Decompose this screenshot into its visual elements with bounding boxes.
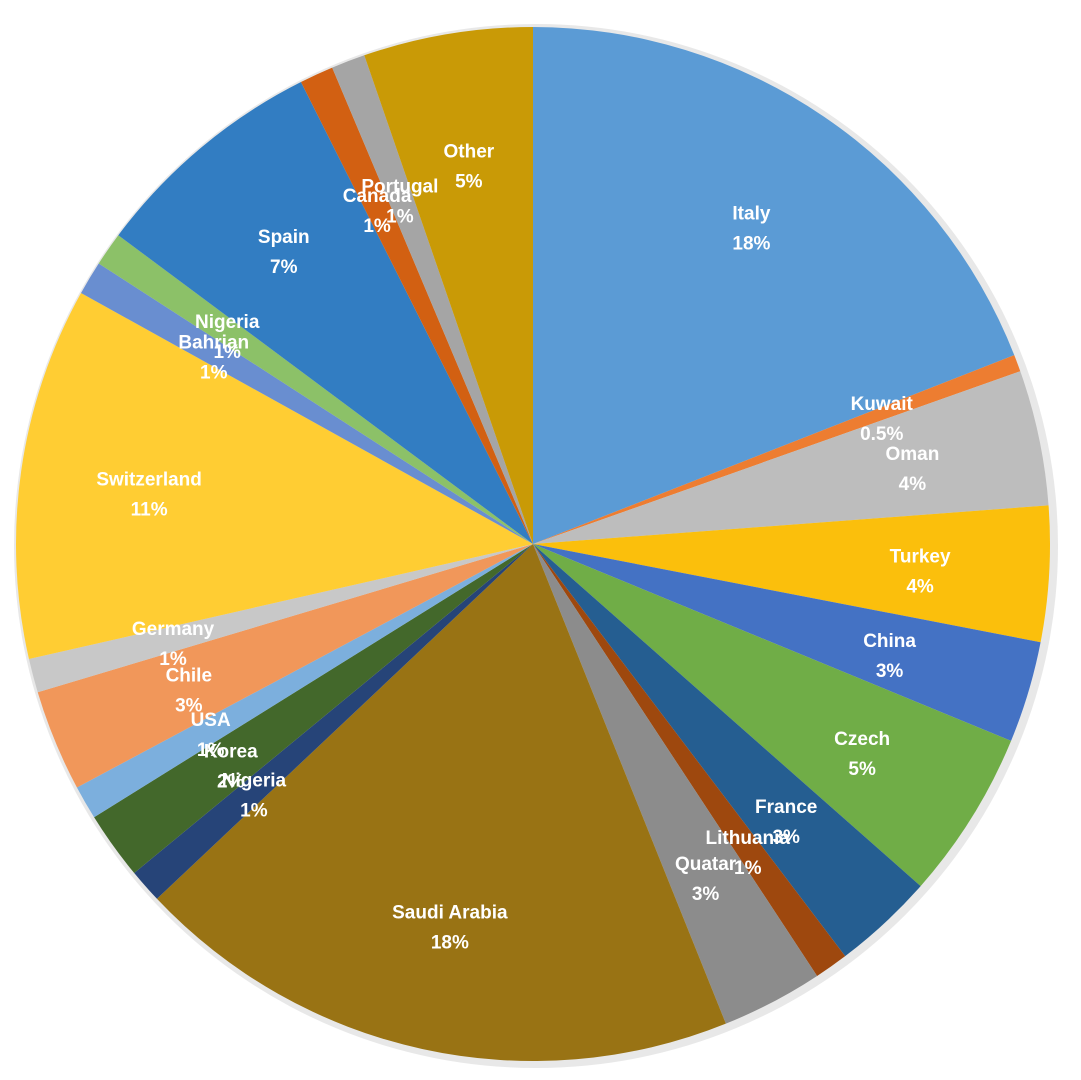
slice-name: Nigeria — [195, 312, 260, 333]
pie-slice-oman-2 — [533, 371, 1049, 544]
pie-slice-chile-13 — [37, 544, 533, 788]
slice-percent: 18% — [431, 933, 469, 954]
slice-label-lithuania-7: Lithuania 1% — [706, 828, 791, 879]
slice-label-turkey-3: Turkey 4% — [890, 547, 951, 598]
slice-name: Czech — [834, 729, 890, 750]
slice-label-nigeria-10: Nigeria 1% — [222, 770, 287, 821]
slice-name: Quatar — [675, 854, 737, 875]
pie-slice-spain-18 — [118, 81, 533, 544]
slice-percent: 11% — [131, 499, 168, 520]
slice-label-kuwait-1: Kuwait 0.5% — [851, 394, 914, 445]
slice-percent: 1% — [734, 858, 762, 879]
slice-percent: 5% — [848, 759, 876, 780]
slice-name: Chile — [166, 666, 212, 687]
pie-slice-kuwait-1 — [533, 355, 1021, 544]
slice-percent: 1% — [200, 363, 228, 384]
slice-percent: 1% — [240, 800, 268, 821]
slice-name: Saudi Arabia — [392, 903, 508, 924]
pie-slice-italy-0 — [533, 27, 1015, 544]
pie-slice-france-6 — [533, 544, 921, 957]
pie-slice-portugal-20 — [332, 55, 533, 545]
slice-label-nigeria-17: Nigeria 1% — [195, 312, 260, 363]
slice-label-saudi-arabia-9: Saudi Arabia 18% — [392, 903, 508, 954]
slice-name: China — [863, 631, 916, 652]
pie-slice-lithuania-7 — [533, 544, 846, 976]
slice-label-spain-18: Spain 7% — [258, 227, 310, 278]
pie-slice-bahrian-16 — [81, 263, 533, 544]
pie-labels: Italy 18%Kuwait 0.5%Oman 4%Turkey 4%China 3%C… — [96, 142, 951, 954]
slice-percent: 1% — [386, 206, 414, 227]
slice-name: Spain — [258, 227, 310, 248]
slice-name: Oman — [885, 444, 939, 465]
slice-name: Turkey — [890, 547, 951, 568]
pie-slice-turkey-3 — [533, 505, 1050, 643]
pie-slice-other-21 — [364, 27, 533, 544]
pie-slice-nigeria-10 — [134, 544, 533, 899]
slice-name: France — [755, 797, 817, 818]
slice-label-quatar-8: Quatar 3% — [675, 854, 737, 905]
slice-name: Italy — [732, 204, 770, 225]
slice-name: Portugal — [361, 176, 438, 197]
slice-label-canada-19: Canada 1% — [343, 186, 412, 237]
slice-percent: 18% — [732, 234, 770, 255]
pie-slice-nigeria-17 — [98, 235, 533, 544]
pie-slices — [15, 27, 1050, 1061]
pie-slice-usa-12 — [76, 544, 534, 818]
slice-label-germany-14: Germany 1% — [132, 619, 215, 670]
slice-label-usa-12: USA 1% — [191, 710, 231, 761]
slice-label-other-21: Other 5% — [444, 142, 495, 193]
slice-label-oman-2: Oman 4% — [885, 444, 939, 495]
slice-name: Lithuania — [706, 828, 791, 849]
slice-label-czech-5: Czech 5% — [834, 729, 890, 780]
slice-name: Germany — [132, 619, 215, 640]
slice-name: Nigeria — [222, 770, 287, 791]
pie-slice-quatar-8 — [533, 544, 818, 1024]
pie-slice-korea-11 — [94, 544, 534, 874]
slice-percent: 0.5% — [860, 424, 903, 445]
slice-name: Canada — [343, 186, 412, 207]
slice-name: Kuwait — [851, 394, 914, 415]
slice-label-bahrian-16: Bahrian 1% — [178, 333, 249, 384]
pie-slice-czech-5 — [533, 544, 1012, 887]
slice-name: Switzerland — [96, 469, 202, 490]
slice-percent: 3% — [772, 827, 800, 848]
slice-percent: 3% — [692, 884, 720, 905]
slice-label-switzerland-15: Switzerland 11% — [96, 469, 202, 520]
slice-name: Bahrian — [178, 333, 249, 354]
slice-percent: 1% — [213, 342, 241, 363]
slice-percent: 7% — [270, 257, 298, 278]
slice-label-france-6: France 3% — [755, 797, 817, 848]
slice-percent: 1% — [363, 216, 391, 237]
pie-slice-china-4 — [533, 544, 1041, 741]
pie-slice-saudi-arabia-9 — [156, 544, 726, 1061]
slice-percent: 3% — [175, 696, 203, 717]
pie-slice-switzerland-15 — [15, 292, 533, 660]
slice-percent: 2% — [217, 771, 245, 792]
slice-label-portugal-20: Portugal 1% — [361, 176, 438, 227]
pie-slice-germany-14 — [28, 544, 533, 693]
slice-label-korea-11: Korea 2% — [204, 741, 258, 792]
slice-percent: 4% — [906, 577, 934, 598]
slice-percent: 3% — [876, 661, 904, 682]
slice-percent: 5% — [455, 172, 483, 193]
slice-label-china-4: China 3% — [863, 631, 916, 682]
slice-percent: 4% — [899, 474, 927, 495]
pie-slice-canada-19 — [300, 67, 533, 544]
slice-name: USA — [191, 710, 231, 731]
slice-name: Korea — [204, 741, 258, 762]
slice-label-chile-13: Chile 3% — [166, 666, 212, 717]
slice-percent: 1% — [159, 649, 187, 670]
slice-label-italy-0: Italy 18% — [732, 204, 770, 255]
slice-name: Other — [444, 142, 495, 163]
slice-percent: 1% — [197, 740, 225, 761]
